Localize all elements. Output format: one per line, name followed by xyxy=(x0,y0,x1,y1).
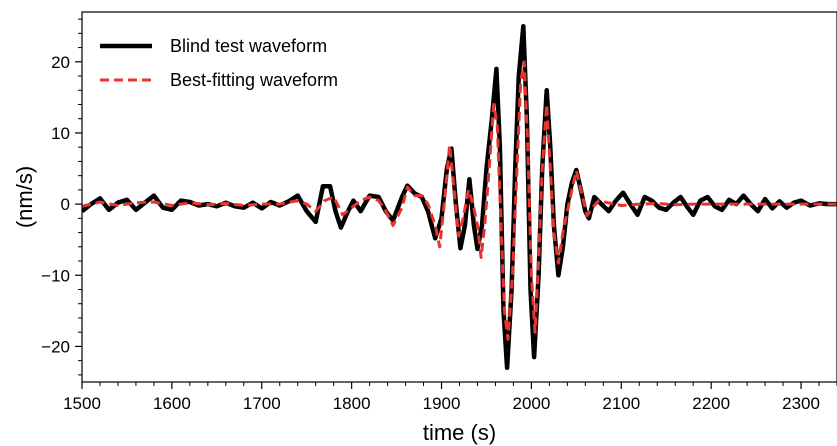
x-tick-label-2200: 2200 xyxy=(692,394,730,413)
y-axis-title: (nm/s) xyxy=(12,166,37,228)
legend: Blind test waveform Best-fitting waveform xyxy=(100,36,338,90)
x-tick-label-1500: 1500 xyxy=(63,394,101,413)
x-axis-title: time (s) xyxy=(423,420,496,445)
y-tick-label--10: −10 xyxy=(41,266,70,285)
x-tick-label-1600: 1600 xyxy=(153,394,191,413)
legend-label-2: Best-fitting waveform xyxy=(170,70,338,90)
y-tick-label-10: 10 xyxy=(51,124,70,143)
x-tick-label-1900: 1900 xyxy=(423,394,461,413)
ticks-layer: 1500 1600 1700 1800 1900 2000 2100 2200 2300 20 10… xyxy=(41,18,837,413)
x-tick-label-1700: 1700 xyxy=(243,394,281,413)
y-tick-label-0: 0 xyxy=(61,195,70,214)
y-tick-label--20: −20 xyxy=(41,337,70,356)
x-tick-label-2300: 2300 xyxy=(782,394,820,413)
x-tick-label-1800: 1800 xyxy=(333,394,371,413)
series-line-2 xyxy=(82,60,837,341)
x-tick-label-2000: 2000 xyxy=(512,394,550,413)
x-tick-label-2100: 2100 xyxy=(602,394,640,413)
series-layer xyxy=(82,23,837,371)
legend-label-1: Blind test waveform xyxy=(170,36,327,56)
y-tick-label-20: 20 xyxy=(51,53,70,72)
